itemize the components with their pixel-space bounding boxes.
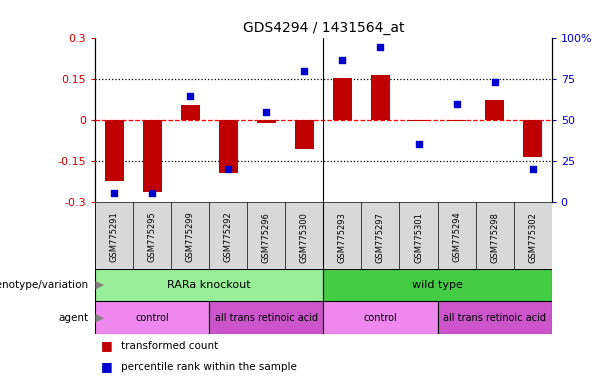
Text: ▶: ▶ bbox=[92, 313, 104, 323]
Text: ■: ■ bbox=[101, 339, 113, 352]
Text: ▶: ▶ bbox=[92, 280, 104, 290]
Bar bbox=[95, 202, 552, 269]
Text: all trans retinoic acid: all trans retinoic acid bbox=[215, 313, 318, 323]
Point bbox=[299, 68, 309, 74]
Point bbox=[338, 56, 348, 63]
Point bbox=[490, 79, 500, 86]
Bar bbox=[409, 120, 428, 121]
Point bbox=[414, 141, 424, 147]
Text: RARa knockout: RARa knockout bbox=[167, 280, 251, 290]
Bar bbox=[438, 301, 552, 334]
Point bbox=[223, 166, 233, 172]
Text: GSM775298: GSM775298 bbox=[490, 212, 499, 263]
Bar bbox=[209, 301, 324, 334]
Bar bbox=[295, 120, 314, 149]
Text: GSM775300: GSM775300 bbox=[300, 212, 309, 263]
Bar bbox=[485, 99, 504, 120]
Text: control: control bbox=[364, 313, 397, 323]
Bar bbox=[324, 269, 552, 301]
Text: percentile rank within the sample: percentile rank within the sample bbox=[121, 362, 297, 372]
Text: GSM775302: GSM775302 bbox=[528, 212, 537, 263]
Text: GSM775297: GSM775297 bbox=[376, 212, 385, 263]
Bar bbox=[523, 120, 542, 157]
Text: wild type: wild type bbox=[412, 280, 463, 290]
Point bbox=[376, 43, 386, 50]
Text: ■: ■ bbox=[101, 360, 113, 373]
Bar bbox=[95, 269, 324, 301]
Text: GSM775293: GSM775293 bbox=[338, 212, 347, 263]
Text: GSM775301: GSM775301 bbox=[414, 212, 423, 263]
Text: GSM775291: GSM775291 bbox=[110, 212, 118, 262]
Bar bbox=[181, 105, 200, 120]
Point bbox=[147, 190, 157, 197]
Text: control: control bbox=[135, 313, 169, 323]
Bar bbox=[143, 120, 162, 192]
Text: all trans retinoic acid: all trans retinoic acid bbox=[443, 313, 546, 323]
Bar bbox=[447, 120, 466, 121]
Point bbox=[452, 101, 462, 107]
Point bbox=[261, 109, 271, 115]
Bar bbox=[333, 78, 352, 120]
Text: GSM775296: GSM775296 bbox=[262, 212, 271, 263]
Point bbox=[109, 190, 119, 197]
Point bbox=[528, 166, 538, 172]
Text: genotype/variation: genotype/variation bbox=[0, 280, 89, 290]
Bar bbox=[371, 75, 390, 120]
Text: transformed count: transformed count bbox=[121, 341, 219, 351]
Bar bbox=[324, 301, 438, 334]
Bar bbox=[219, 120, 238, 173]
Text: GSM775294: GSM775294 bbox=[452, 212, 461, 262]
Bar bbox=[257, 120, 276, 123]
Text: agent: agent bbox=[59, 313, 89, 323]
Title: GDS4294 / 1431564_at: GDS4294 / 1431564_at bbox=[243, 21, 404, 35]
Bar bbox=[95, 301, 209, 334]
Text: GSM775292: GSM775292 bbox=[224, 212, 233, 262]
Point bbox=[185, 93, 195, 99]
Text: GSM775299: GSM775299 bbox=[186, 212, 195, 262]
Text: GSM775295: GSM775295 bbox=[148, 212, 156, 262]
Bar bbox=[105, 120, 124, 181]
